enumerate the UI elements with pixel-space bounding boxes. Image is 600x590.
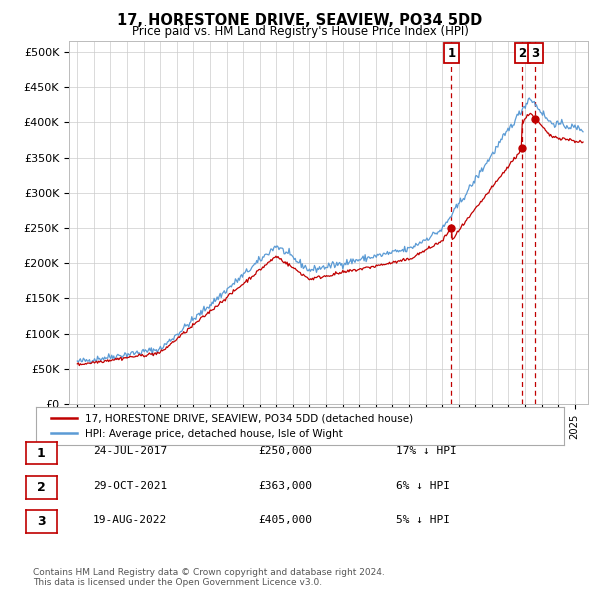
Text: £250,000: £250,000	[258, 447, 312, 456]
Text: 1: 1	[448, 47, 455, 60]
Text: £363,000: £363,000	[258, 481, 312, 490]
Text: 17, HORESTONE DRIVE, SEAVIEW, PO34 5DD: 17, HORESTONE DRIVE, SEAVIEW, PO34 5DD	[118, 13, 482, 28]
Text: 6% ↓ HPI: 6% ↓ HPI	[396, 481, 450, 490]
Text: 3: 3	[532, 47, 539, 60]
Text: 19-AUG-2022: 19-AUG-2022	[93, 515, 167, 525]
Text: 1: 1	[37, 447, 46, 460]
Text: 17% ↓ HPI: 17% ↓ HPI	[396, 447, 457, 456]
Text: 2: 2	[37, 481, 46, 494]
Legend: 17, HORESTONE DRIVE, SEAVIEW, PO34 5DD (detached house), HPI: Average price, det: 17, HORESTONE DRIVE, SEAVIEW, PO34 5DD (…	[46, 409, 418, 443]
Text: Price paid vs. HM Land Registry's House Price Index (HPI): Price paid vs. HM Land Registry's House …	[131, 25, 469, 38]
Text: 2: 2	[518, 47, 526, 60]
Text: 5% ↓ HPI: 5% ↓ HPI	[396, 515, 450, 525]
Text: 3: 3	[37, 515, 46, 528]
Text: £405,000: £405,000	[258, 515, 312, 525]
Text: Contains HM Land Registry data © Crown copyright and database right 2024.
This d: Contains HM Land Registry data © Crown c…	[33, 568, 385, 587]
Text: 24-JUL-2017: 24-JUL-2017	[93, 447, 167, 456]
Text: 29-OCT-2021: 29-OCT-2021	[93, 481, 167, 490]
